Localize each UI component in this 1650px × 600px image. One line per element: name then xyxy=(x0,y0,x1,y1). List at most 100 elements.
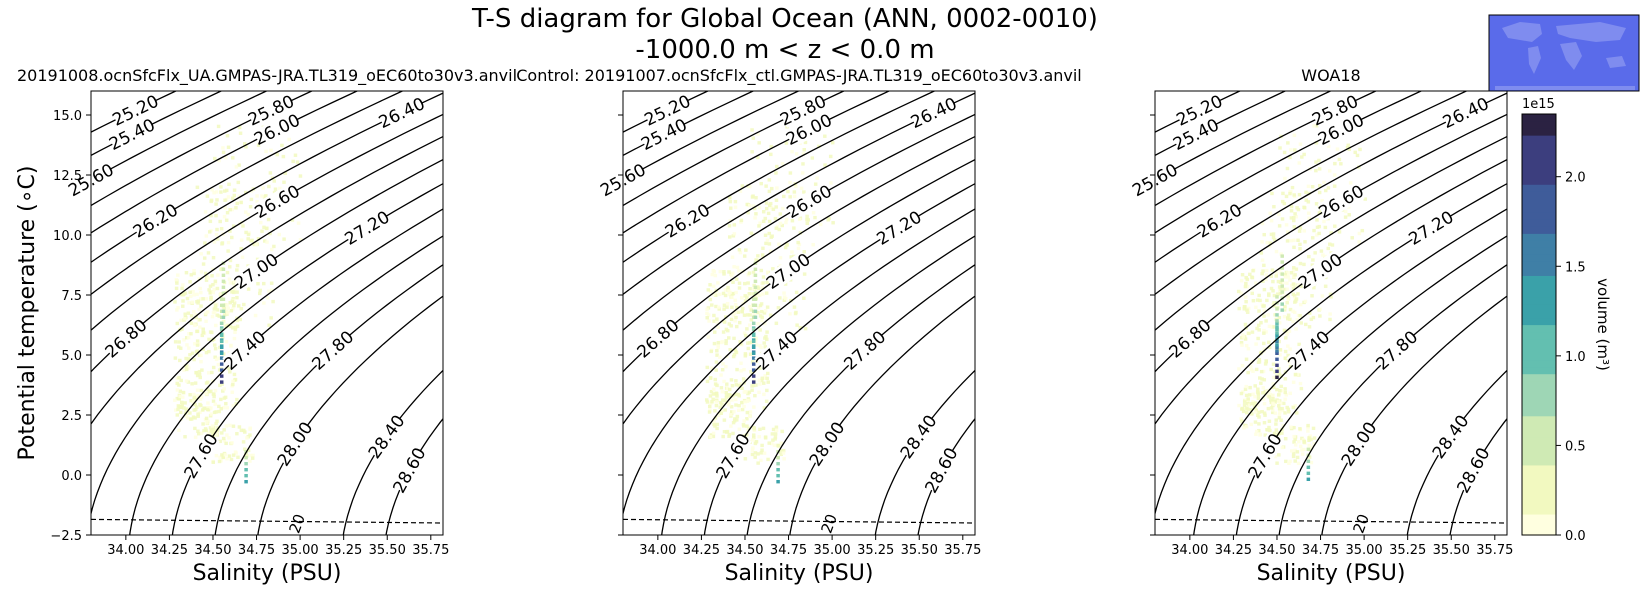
volume-cell xyxy=(1289,216,1294,220)
volume-cell xyxy=(231,326,235,330)
volume-cell xyxy=(181,390,186,395)
volume-cell xyxy=(1311,258,1315,262)
volume-cell xyxy=(1306,200,1311,204)
volume-cell xyxy=(712,341,717,346)
volume-cell xyxy=(763,321,767,326)
volume-cell xyxy=(1332,184,1337,188)
colorbar-segment xyxy=(1522,499,1556,508)
x-tick-label: 34.50 xyxy=(1258,543,1295,558)
volume-cell xyxy=(1292,238,1296,243)
volume-cell xyxy=(287,137,291,142)
volume-cell xyxy=(214,432,219,436)
volume-cell xyxy=(760,318,764,323)
volume-cell xyxy=(753,393,757,398)
volume-cell xyxy=(228,281,233,285)
colorbar-segment xyxy=(1522,212,1556,220)
volume-cell xyxy=(707,319,711,323)
volume-cell xyxy=(193,402,197,407)
volume-cell xyxy=(716,305,721,309)
volume-hotspot-cell xyxy=(1306,471,1311,475)
volume-cell xyxy=(811,242,815,247)
volume-cell xyxy=(1284,336,1288,340)
volume-cell xyxy=(777,242,781,246)
volume-cell xyxy=(704,398,709,402)
volume-cell xyxy=(1292,215,1296,220)
colorbar-segment xyxy=(1522,324,1556,333)
volume-cell xyxy=(768,201,773,206)
volume-cell xyxy=(1297,192,1302,197)
volume-cell xyxy=(1314,168,1318,173)
volume-cell xyxy=(1237,306,1241,311)
volume-cell xyxy=(206,251,211,255)
volume-cell xyxy=(187,332,191,336)
volume-hotspot-cell xyxy=(244,468,248,472)
volume-cell xyxy=(802,272,807,276)
volume-cell xyxy=(747,291,752,296)
panel-title: Control: 20191007.ocnSfcFlx_ctl.GMPAS-JR… xyxy=(516,66,1082,86)
volume-cell xyxy=(262,281,266,286)
volume-cell xyxy=(176,273,180,277)
volume-cell xyxy=(210,188,214,192)
volume-cell xyxy=(201,262,206,266)
volume-cell xyxy=(731,354,736,359)
volume-cell xyxy=(738,340,742,344)
volume-cell xyxy=(776,306,781,310)
volume-cell xyxy=(783,245,788,250)
volume-cell xyxy=(764,201,769,205)
volume-cell xyxy=(752,405,756,409)
volume-cell xyxy=(799,186,804,190)
contour-label-bg xyxy=(764,251,812,291)
volume-cell xyxy=(1285,405,1289,410)
volume-cell xyxy=(1319,249,1324,253)
volume-cell xyxy=(828,154,833,159)
volume-cell xyxy=(1312,228,1316,233)
volume-cell xyxy=(231,382,235,387)
volume-cell xyxy=(1329,295,1333,299)
volume-cell xyxy=(1246,370,1250,375)
volume-cell xyxy=(270,288,274,292)
volume-cell xyxy=(763,374,767,378)
volume-cell xyxy=(1293,448,1297,453)
volume-cell xyxy=(1269,219,1274,223)
volume-cell xyxy=(242,302,246,307)
volume-cell xyxy=(829,181,833,185)
volume-cell xyxy=(1307,311,1312,315)
volume-cell xyxy=(246,212,251,217)
volume-cell xyxy=(184,367,189,372)
volume-cell xyxy=(270,247,274,252)
volume-cell xyxy=(768,249,773,253)
volume-cell xyxy=(762,451,767,455)
volume-cell xyxy=(830,140,835,145)
volume-cell xyxy=(1275,432,1279,437)
y-tick-label: 2.5 xyxy=(61,409,82,424)
volume-cell xyxy=(215,308,220,312)
volume-cell xyxy=(705,400,710,404)
volume-cell xyxy=(1277,285,1282,289)
volume-cell xyxy=(235,324,240,329)
volume-cell xyxy=(233,330,237,334)
volume-cell xyxy=(298,174,303,178)
colorbar-segment xyxy=(1522,149,1556,157)
volume-cell xyxy=(175,308,179,312)
volume-cell xyxy=(212,287,217,292)
volume-cell xyxy=(250,456,255,460)
volume-cell xyxy=(1245,277,1250,282)
contour-label-bg xyxy=(842,328,888,372)
volume-cell xyxy=(196,414,200,418)
volume-cell xyxy=(743,333,748,338)
volume-cell xyxy=(747,341,752,345)
volume-cell xyxy=(743,352,748,356)
volume-cell xyxy=(1343,215,1348,219)
volume-cell xyxy=(1260,377,1264,381)
density-contour xyxy=(1155,91,1333,181)
volume-cell xyxy=(180,286,184,291)
volume-cell xyxy=(1256,360,1261,364)
volume-cell xyxy=(1262,421,1267,425)
colorbar-segment xyxy=(1522,184,1556,192)
volume-cell xyxy=(753,294,757,298)
volume-cell xyxy=(232,303,236,308)
volume-cell xyxy=(720,390,725,394)
volume-cell xyxy=(705,365,710,370)
volume-cell xyxy=(1306,425,1310,430)
volume-cell xyxy=(1277,315,1282,320)
